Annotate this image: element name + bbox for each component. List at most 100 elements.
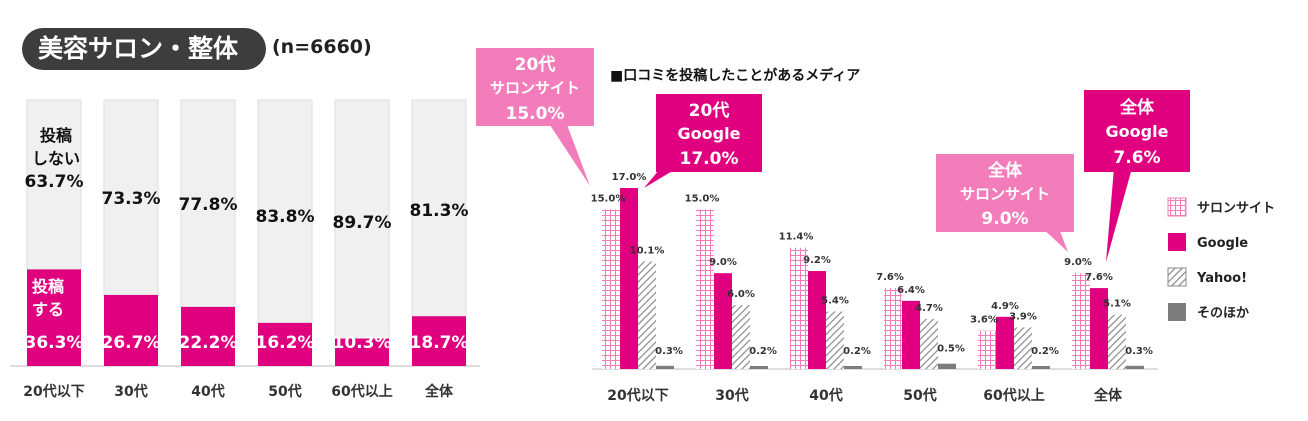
media-bar-other bbox=[656, 365, 674, 369]
media-category-label: 20代以下 bbox=[607, 387, 668, 404]
callout-all-google: 全体 Google 7.6% bbox=[1084, 90, 1190, 262]
post-value-label: 22.2% bbox=[179, 333, 238, 353]
media-bar-google bbox=[714, 273, 732, 369]
nopost-inline-label-2: しない bbox=[32, 149, 80, 168]
post-value-label: 26.7% bbox=[102, 333, 161, 353]
legend-swatch-yahoo bbox=[1167, 267, 1187, 287]
stacked-chart: 63.7% 36.3% 20代以下 73.3% 26.7% 30代 77.8% 22.2% 40… bbox=[10, 99, 480, 400]
callout-20s-google-line1: 20代 bbox=[689, 100, 730, 121]
stacked-bar-nopost bbox=[257, 99, 313, 324]
media-bar-salon bbox=[1072, 273, 1090, 369]
stacked-bar-post bbox=[335, 338, 389, 366]
stacked-category-label: 全体 bbox=[424, 383, 454, 400]
media-chart-title: ■口コミを投稿したことがあるメディア bbox=[610, 67, 860, 84]
media-category-label: 40代 bbox=[809, 387, 842, 404]
media-bar-salon bbox=[696, 209, 714, 369]
media-bar-salon bbox=[602, 209, 620, 369]
callout-20s-google: 20代 Google 17.0% bbox=[644, 94, 762, 188]
nopost-value-label: 73.3% bbox=[102, 189, 161, 209]
callout-all-salon: 全体 サロンサイト 9.0% bbox=[936, 154, 1074, 252]
stacked-bar-post bbox=[412, 316, 466, 366]
stacked-category-label: 60代以上 bbox=[331, 383, 392, 400]
media-bar-other bbox=[750, 366, 768, 369]
media-bar-google bbox=[620, 188, 638, 369]
legend: サロンサイト Google Yahoo! そのほか bbox=[1167, 197, 1275, 321]
media-value-label: 0.3% bbox=[1125, 346, 1153, 357]
callout-20s-salon: 20代 サロンサイト 15.0% bbox=[476, 48, 594, 186]
callout-20s-salon-line1: 20代 bbox=[515, 54, 556, 75]
stacked-bar-nopost bbox=[26, 99, 82, 270]
stacked-bar-post bbox=[181, 306, 235, 366]
media-bar-yahoo bbox=[638, 261, 656, 369]
chart-title-pill: 美容サロン・整体 bbox=[22, 28, 266, 70]
stacked-category-label: 40代 bbox=[191, 383, 224, 400]
nopost-value-label: 63.7% bbox=[25, 172, 84, 192]
callout-20s-salon-line2: サロンサイト bbox=[490, 79, 580, 97]
callout-20s-google-line2: Google bbox=[678, 124, 741, 143]
media-value-label: 15.0% bbox=[685, 193, 720, 204]
post-value-label: 18.7% bbox=[410, 333, 469, 353]
media-category-label: 50代 bbox=[903, 387, 936, 404]
stacked-bar-post bbox=[258, 322, 312, 366]
callout-all-google-line1: 全体 bbox=[1119, 97, 1155, 118]
callout-20s-salon-line3: 15.0% bbox=[506, 104, 565, 124]
media-value-label: 5.4% bbox=[821, 296, 849, 307]
media-value-label: 3.9% bbox=[1009, 311, 1037, 322]
media-value-label: 6.4% bbox=[897, 285, 925, 296]
media-category-label: 全体 bbox=[1093, 387, 1123, 404]
media-value-label: 0.2% bbox=[749, 346, 777, 357]
media-value-label: 0.2% bbox=[1031, 346, 1059, 357]
media-bar-salon bbox=[884, 288, 902, 369]
post-value-label: 10.3% bbox=[333, 333, 392, 353]
nopost-value-label: 89.7% bbox=[333, 213, 392, 233]
media-bar-yahoo bbox=[1014, 327, 1032, 369]
stacked-bar-nopost bbox=[334, 99, 390, 340]
media-bar-salon bbox=[978, 330, 996, 369]
media-bar-other bbox=[938, 363, 956, 369]
media-bar-google bbox=[902, 300, 920, 369]
sample-size: (n=6660) bbox=[272, 36, 372, 58]
legend-swatch-salon bbox=[1167, 197, 1187, 217]
media-value-label: 6.0% bbox=[727, 289, 755, 300]
media-value-label: 5.1% bbox=[1103, 299, 1131, 310]
stacked-category-label: 50代 bbox=[268, 383, 301, 400]
media-value-label: 4.7% bbox=[915, 303, 943, 314]
media-bar-yahoo bbox=[920, 318, 938, 369]
legend-label-google: Google bbox=[1197, 236, 1248, 251]
stacked-category-label: 30代 bbox=[114, 383, 147, 400]
post-inline-label-1: 投稿 bbox=[32, 277, 64, 296]
callout-all-salon-line3: 9.0% bbox=[981, 209, 1028, 229]
media-value-label: 17.0% bbox=[612, 172, 647, 183]
media-value-label: 9.0% bbox=[1064, 257, 1092, 268]
media-bar-other bbox=[1032, 366, 1050, 369]
nopost-inline-label-1: 投稿 bbox=[40, 126, 72, 145]
media-bar-other bbox=[1126, 365, 1144, 369]
media-value-label: 0.5% bbox=[937, 344, 965, 355]
media-category-label: 60代以上 bbox=[983, 387, 1044, 404]
callout-all-google-line2: Google bbox=[1106, 122, 1169, 141]
media-bar-other bbox=[844, 366, 862, 369]
media-category-label: 30代 bbox=[715, 387, 748, 404]
callout-all-google-line3: 7.6% bbox=[1113, 148, 1160, 168]
nopost-value-label: 83.8% bbox=[256, 207, 315, 227]
post-inline-label-2: する bbox=[32, 300, 64, 319]
media-value-label: 11.4% bbox=[779, 232, 814, 243]
stacked-bar-post bbox=[27, 269, 81, 366]
post-value-label: 36.3% bbox=[25, 333, 84, 353]
media-value-label: 0.3% bbox=[655, 346, 683, 357]
media-value-label: 7.6% bbox=[876, 272, 904, 283]
media-bar-google bbox=[996, 316, 1014, 369]
legend-swatch-other bbox=[1168, 303, 1186, 321]
media-bar-yahoo bbox=[732, 305, 750, 369]
stacked-category-label: 20代以下 bbox=[23, 383, 84, 400]
media-bar-google bbox=[1090, 288, 1108, 369]
media-value-label: 3.6% bbox=[970, 315, 998, 326]
media-bar-yahoo bbox=[1108, 314, 1126, 369]
media-value-label: 9.0% bbox=[709, 257, 737, 268]
media-value-label: 7.6% bbox=[1085, 272, 1113, 283]
stacked-bar-post bbox=[104, 294, 158, 366]
media-value-label: 4.9% bbox=[991, 301, 1019, 312]
post-value-label: 16.2% bbox=[256, 333, 315, 353]
legend-swatch-google bbox=[1168, 233, 1186, 251]
